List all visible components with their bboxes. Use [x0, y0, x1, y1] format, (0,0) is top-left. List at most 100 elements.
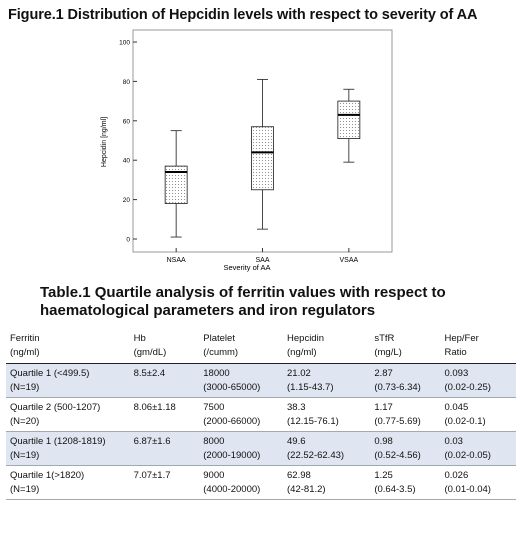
cell-line: 2.87 [374, 368, 393, 379]
table-cell: 0.045 (0.02-0.1) [440, 397, 516, 432]
table-cell: Quartile 1(>1820) (N=19) [6, 465, 130, 500]
cell-line [134, 483, 196, 497]
cell-line: Quartile 1(>1820) [10, 470, 85, 481]
table-cell: 6.87±1.6 [129, 431, 200, 466]
table-cell: 8.06±1.18 [129, 397, 200, 432]
y-tick-label: 0 [126, 237, 130, 244]
cell-line: (2000-66000) [203, 416, 261, 427]
cell-line: 0.093 [444, 368, 469, 379]
cell-line: 8000 [203, 436, 225, 447]
table-cell: Quartile 1 (1208-1819) (N=19) [6, 431, 130, 466]
y-tick-label: 100 [119, 40, 130, 47]
cell-line: (0.02-0.1) [444, 416, 486, 427]
x-tick-label: VSAA [339, 257, 358, 264]
table-cell: 7.07±1.7 [129, 465, 200, 500]
header-line: Ferritin [10, 333, 40, 344]
cell-line: (N=20) [10, 416, 40, 427]
y-tick-label: 80 [123, 79, 131, 86]
cell-line: (3000-65000) [203, 382, 261, 393]
column-header: Platelet (/cumm) [199, 328, 284, 364]
cell-line: 1.17 [374, 402, 393, 413]
table-cell: 8.5±2.4 [129, 363, 200, 398]
iqr-box [337, 100, 361, 139]
table-cell: 49.6 (22.52-62.43) [283, 431, 371, 466]
hepcidin-boxplot: 0 20 40 60 80 100 NSAA SAA VSAA Hepcidin [ng/ml… [101, 29, 393, 272]
y-axis-label: Hepcidin [ng/ml] [101, 117, 108, 167]
cell-line: (0.01-0.04) [444, 484, 491, 495]
table-cell: 0.03 (0.02-0.05) [440, 431, 516, 466]
y-tick-label: 60 [123, 118, 131, 125]
column-header: Hep/Fer Ratio [440, 328, 516, 364]
cell-line: 0.03 [444, 436, 463, 447]
cell-line [134, 381, 196, 395]
header-line: Hb [133, 333, 146, 344]
table-cell: 0.98 (0.52-4.56) [370, 431, 441, 466]
header-line: (mg/L) [374, 347, 402, 358]
table-title: Table.1 Quartile analysis of ferritin va… [40, 284, 446, 319]
column-header: Hepcidin (ng/ml) [283, 328, 371, 364]
header-line: (ng/ml) [10, 347, 40, 358]
header-line: (ng/ml) [287, 347, 317, 358]
cell-line: 9000 [203, 470, 225, 481]
cell-line: 38.3 [287, 402, 306, 413]
cell-line: 1.25 [374, 470, 393, 481]
cell-line: 0.98 [374, 436, 393, 447]
box-nsaa [164, 130, 188, 238]
cell-line [134, 415, 196, 429]
cell-line: (N=19) [10, 484, 40, 495]
header-line: Hep/Fer [444, 333, 479, 344]
cell-line: 62.98 [287, 470, 311, 481]
quartile-table: Ferritin (ng/ml) Hb (gm/dL) Platelet (/cumm) H… [6, 328, 516, 500]
x-tick-label: NSAA [167, 257, 186, 264]
cell-line: 7500 [203, 402, 225, 413]
table-cell: 0.093 (0.02-0.25) [440, 363, 516, 398]
table-cell: 8000 (2000-19000) [199, 431, 284, 466]
y-tick-label: 20 [123, 197, 131, 204]
column-header: Ferritin (ng/ml) [6, 328, 130, 364]
table-cell: 7500 (2000-66000) [199, 397, 284, 432]
table-cell: 1.25 (0.64-3.5) [370, 465, 441, 500]
table-cell: 38.3 (12.15-76.1) [283, 397, 371, 432]
table-row: Quartile 1(>1820) (N=19) 7.07±1.7 9000 (400… [6, 465, 516, 500]
cell-line: 0.045 [444, 402, 469, 413]
table-header-row: Ferritin (ng/ml) Hb (gm/dL) Platelet (/cumm) H… [6, 328, 516, 364]
cell-line: 21.02 [287, 368, 311, 379]
iqr-box [251, 126, 274, 191]
table-row: Quartile 2 (500-1207) (N=20) 8.06±1.18 750… [6, 397, 516, 432]
cell-line: (N=19) [10, 382, 40, 393]
cell-line: (22.52-62.43) [287, 450, 345, 461]
cell-line: Quartile 2 (500-1207) [10, 402, 101, 413]
y-tick-label: 40 [123, 158, 131, 165]
cell-line: (42-81.2) [287, 484, 326, 495]
cell-line: (0.64-3.5) [374, 484, 416, 495]
cell-line: (0.73-6.34) [374, 382, 421, 393]
box-saa [251, 78, 274, 230]
x-axis-label: Severity of AA [223, 263, 270, 272]
cell-line: (12.15-76.1) [287, 416, 339, 427]
cell-line: (2000-19000) [203, 450, 261, 461]
box-vsaa [337, 88, 361, 163]
header-line: Ratio [444, 347, 467, 358]
table-row: Quartile 1 (1208-1819) (N=19) 6.87±1.6 800… [6, 431, 516, 466]
cell-line: 7.07±1.7 [133, 470, 171, 481]
cell-line: (0.52-4.56) [374, 450, 421, 461]
header-line: (/cumm) [203, 347, 239, 358]
table-cell: Quartile 2 (500-1207) (N=20) [6, 397, 130, 432]
table-cell: 62.98 (42-81.2) [283, 465, 371, 500]
cell-line [134, 449, 196, 463]
cell-line: Quartile 1 (1208-1819) [10, 436, 106, 447]
header-line: (gm/dL) [133, 347, 167, 358]
cell-line: 8.5±2.4 [133, 368, 166, 379]
table-cell: 1.17 (0.77-5.69) [370, 397, 441, 432]
table-cell: 0.026 (0.01-0.04) [440, 465, 516, 500]
header-line: sTfR [374, 333, 395, 344]
cell-line: (0.02-0.05) [444, 450, 491, 461]
table-row: Quartile 1 (<499.5) (N=19) 8.5±2.4 18000 (3… [6, 363, 516, 398]
table-cell: Quartile 1 (<499.5) (N=19) [6, 363, 130, 398]
cell-line: 0.026 [444, 470, 469, 481]
table-cell: 18000 (3000-65000) [199, 363, 284, 398]
cell-line: Quartile 1 (<499.5) [10, 368, 90, 379]
table-cell: 9000 (4000-20000) [199, 465, 284, 500]
cell-line: 49.6 [287, 436, 306, 447]
cell-line: (N=19) [10, 450, 40, 461]
